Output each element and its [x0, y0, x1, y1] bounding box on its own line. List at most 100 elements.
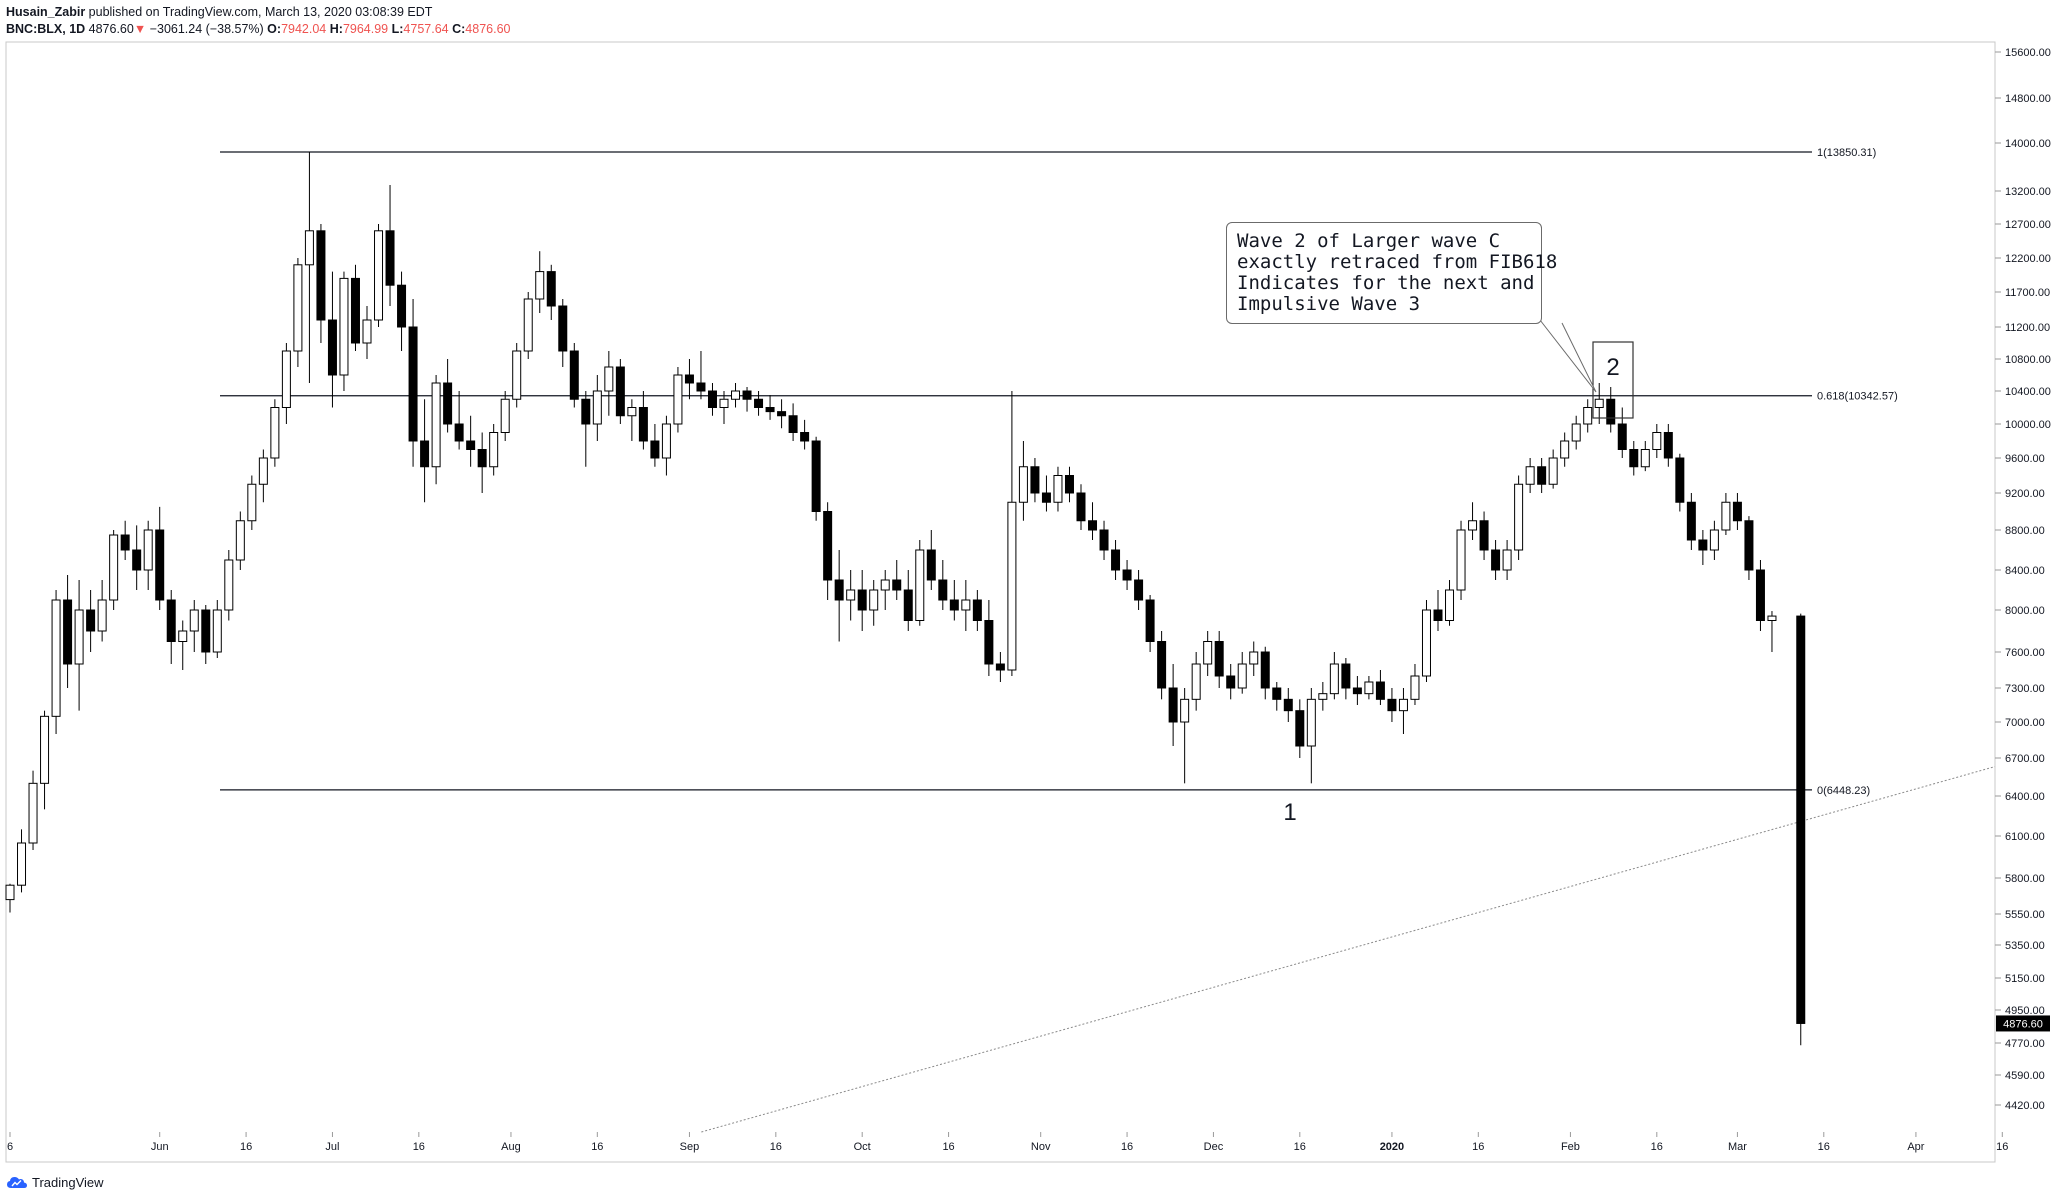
candle-down — [1226, 664, 1236, 700]
time-tick-label: 2020 — [1380, 1141, 1404, 1153]
candle-down — [397, 271, 407, 351]
wave2-label: 2 — [1606, 354, 1619, 381]
candle-up — [281, 343, 291, 424]
time-tick-label: 16 — [770, 1141, 782, 1153]
fib-level-label: 0.618(10342.57) — [1817, 391, 1898, 403]
time-tick-label: 6 — [7, 1141, 13, 1153]
candle-up — [1767, 611, 1777, 652]
candle-down — [1064, 466, 1074, 503]
candle-up — [74, 580, 84, 711]
time-tick-label: 16 — [1818, 1141, 1830, 1153]
candle-down — [350, 264, 360, 351]
candle-up — [1652, 424, 1662, 458]
high-value: 7964.99 — [342, 22, 389, 36]
candle-down — [454, 391, 464, 450]
candle-up — [1709, 520, 1719, 560]
candle-up — [431, 375, 441, 485]
ohlc-line: BNC:BLX, 1D 4876.60▼ −3061.24 (−38.57%) … — [6, 21, 1606, 38]
candle-down — [615, 359, 625, 424]
candle-down — [777, 399, 787, 429]
candle-down — [684, 359, 694, 400]
candle-up — [212, 600, 222, 658]
price-tick-label: 5350.00 — [2005, 940, 2045, 952]
tradingview-logo[interactable]: TradingView — [6, 1172, 104, 1192]
candle-up — [17, 829, 27, 893]
fib-level-label: 1(13850.31) — [1817, 147, 1876, 159]
close-label: C: — [452, 22, 466, 36]
price-tick-label: 4950.00 — [2005, 1005, 2045, 1017]
candle-down — [1111, 540, 1121, 580]
candle-up — [1548, 449, 1558, 489]
candle-up — [1502, 540, 1512, 580]
candle-down — [1617, 407, 1627, 458]
candle-up — [247, 475, 257, 530]
candle-up — [304, 152, 314, 383]
candle-down — [995, 652, 1005, 682]
time-tick-label: 16 — [1996, 1141, 2008, 1153]
last-price-tag: 4876.60 — [1996, 1015, 2050, 1032]
price-tick-label: 11200.00 — [2005, 322, 2050, 334]
candle-down — [1629, 441, 1639, 476]
candle-down — [1686, 493, 1696, 550]
candle-down — [420, 399, 430, 503]
price-tick-label: 10800.00 — [2005, 354, 2051, 366]
price-chart[interactable]: 15600.00 14800.00 14000.00 13200.00 12700.00… — [0, 0, 2062, 1170]
price-tick-label: 4590.00 — [2005, 1070, 2045, 1082]
candle-down — [1168, 664, 1178, 746]
candle-up — [293, 258, 303, 367]
candle-up — [224, 550, 234, 621]
high-label: H: — [329, 22, 343, 36]
time-axis[interactable]: 6 Jun 16 Jul 16 Aug 16 Sep 16 Oct 16 Nov 16 Dec 16 2020… — [7, 1132, 2008, 1153]
price-axis[interactable]: 15600.00 14800.00 14000.00 13200.00 12700.00… — [1995, 47, 2051, 1112]
candle-down — [650, 424, 660, 467]
candle-up — [1249, 641, 1259, 676]
price-tick-label: 8000.00 — [2005, 605, 2045, 617]
wave2-box[interactable] — [1592, 341, 1634, 419]
candle-down — [120, 520, 130, 560]
wave-callout[interactable]: Wave 2 of Larger wave C exactly retraced… — [1226, 222, 1558, 324]
candle-up — [500, 391, 510, 441]
trend-line[interactable] — [701, 766, 1996, 1133]
price-tick-label: 6100.00 — [2005, 831, 2045, 843]
candle-up — [535, 251, 545, 313]
symbol-label: BNC:BLX, 1D — [6, 22, 86, 36]
time-tick-label: 16 — [240, 1141, 252, 1153]
price-tick-label: 4770.00 — [2005, 1038, 2045, 1050]
candle-up — [1514, 475, 1524, 560]
fib-retracement[interactable]: 1(13850.31) 0.618(10342.57) 0(6448.23) — [220, 147, 1898, 797]
time-tick-label: 16 — [591, 1141, 603, 1153]
candle-down — [823, 502, 833, 600]
candle-down — [811, 436, 821, 521]
price-tick-label: 6400.00 — [2005, 791, 2045, 803]
price-tick-label: 10000.00 — [2005, 419, 2051, 431]
time-tick-label: Dec — [1204, 1141, 1224, 1153]
callout-line-4: Impulsive Wave 3 — [1237, 293, 1421, 315]
candle-down — [696, 351, 706, 400]
callout-line-2: exactly retraced from FIB618 — [1237, 251, 1558, 273]
price-change: −3061.24 (−38.57%) — [149, 22, 264, 36]
candle-up — [719, 391, 729, 424]
candle-down — [938, 560, 948, 610]
candle-up — [512, 343, 522, 408]
candle-up — [1364, 676, 1374, 700]
time-tick-label: Mar — [1728, 1141, 1747, 1153]
candle-down — [1260, 646, 1270, 700]
price-tick-label: 13200.00 — [2005, 186, 2051, 198]
time-tick-label: Apr — [1907, 1141, 1924, 1153]
price-tick-label: 5550.00 — [2005, 909, 2045, 921]
candle-down — [201, 605, 211, 664]
candle-up — [28, 770, 38, 850]
plot-border — [5, 41, 1996, 1163]
candle-down — [1387, 688, 1397, 722]
price-tick-label: 7000.00 — [2005, 717, 2045, 729]
candle-down — [1675, 453, 1685, 512]
candle-down — [1099, 520, 1109, 560]
candle-down — [984, 600, 994, 676]
time-tick-label: Jun — [151, 1141, 169, 1153]
candle-up — [1594, 383, 1604, 424]
candle-down — [443, 359, 453, 433]
candle-up — [1721, 493, 1731, 535]
candle-up — [489, 424, 499, 476]
candle-up — [592, 375, 602, 441]
author-name[interactable]: Husain_Zabir — [6, 5, 86, 19]
